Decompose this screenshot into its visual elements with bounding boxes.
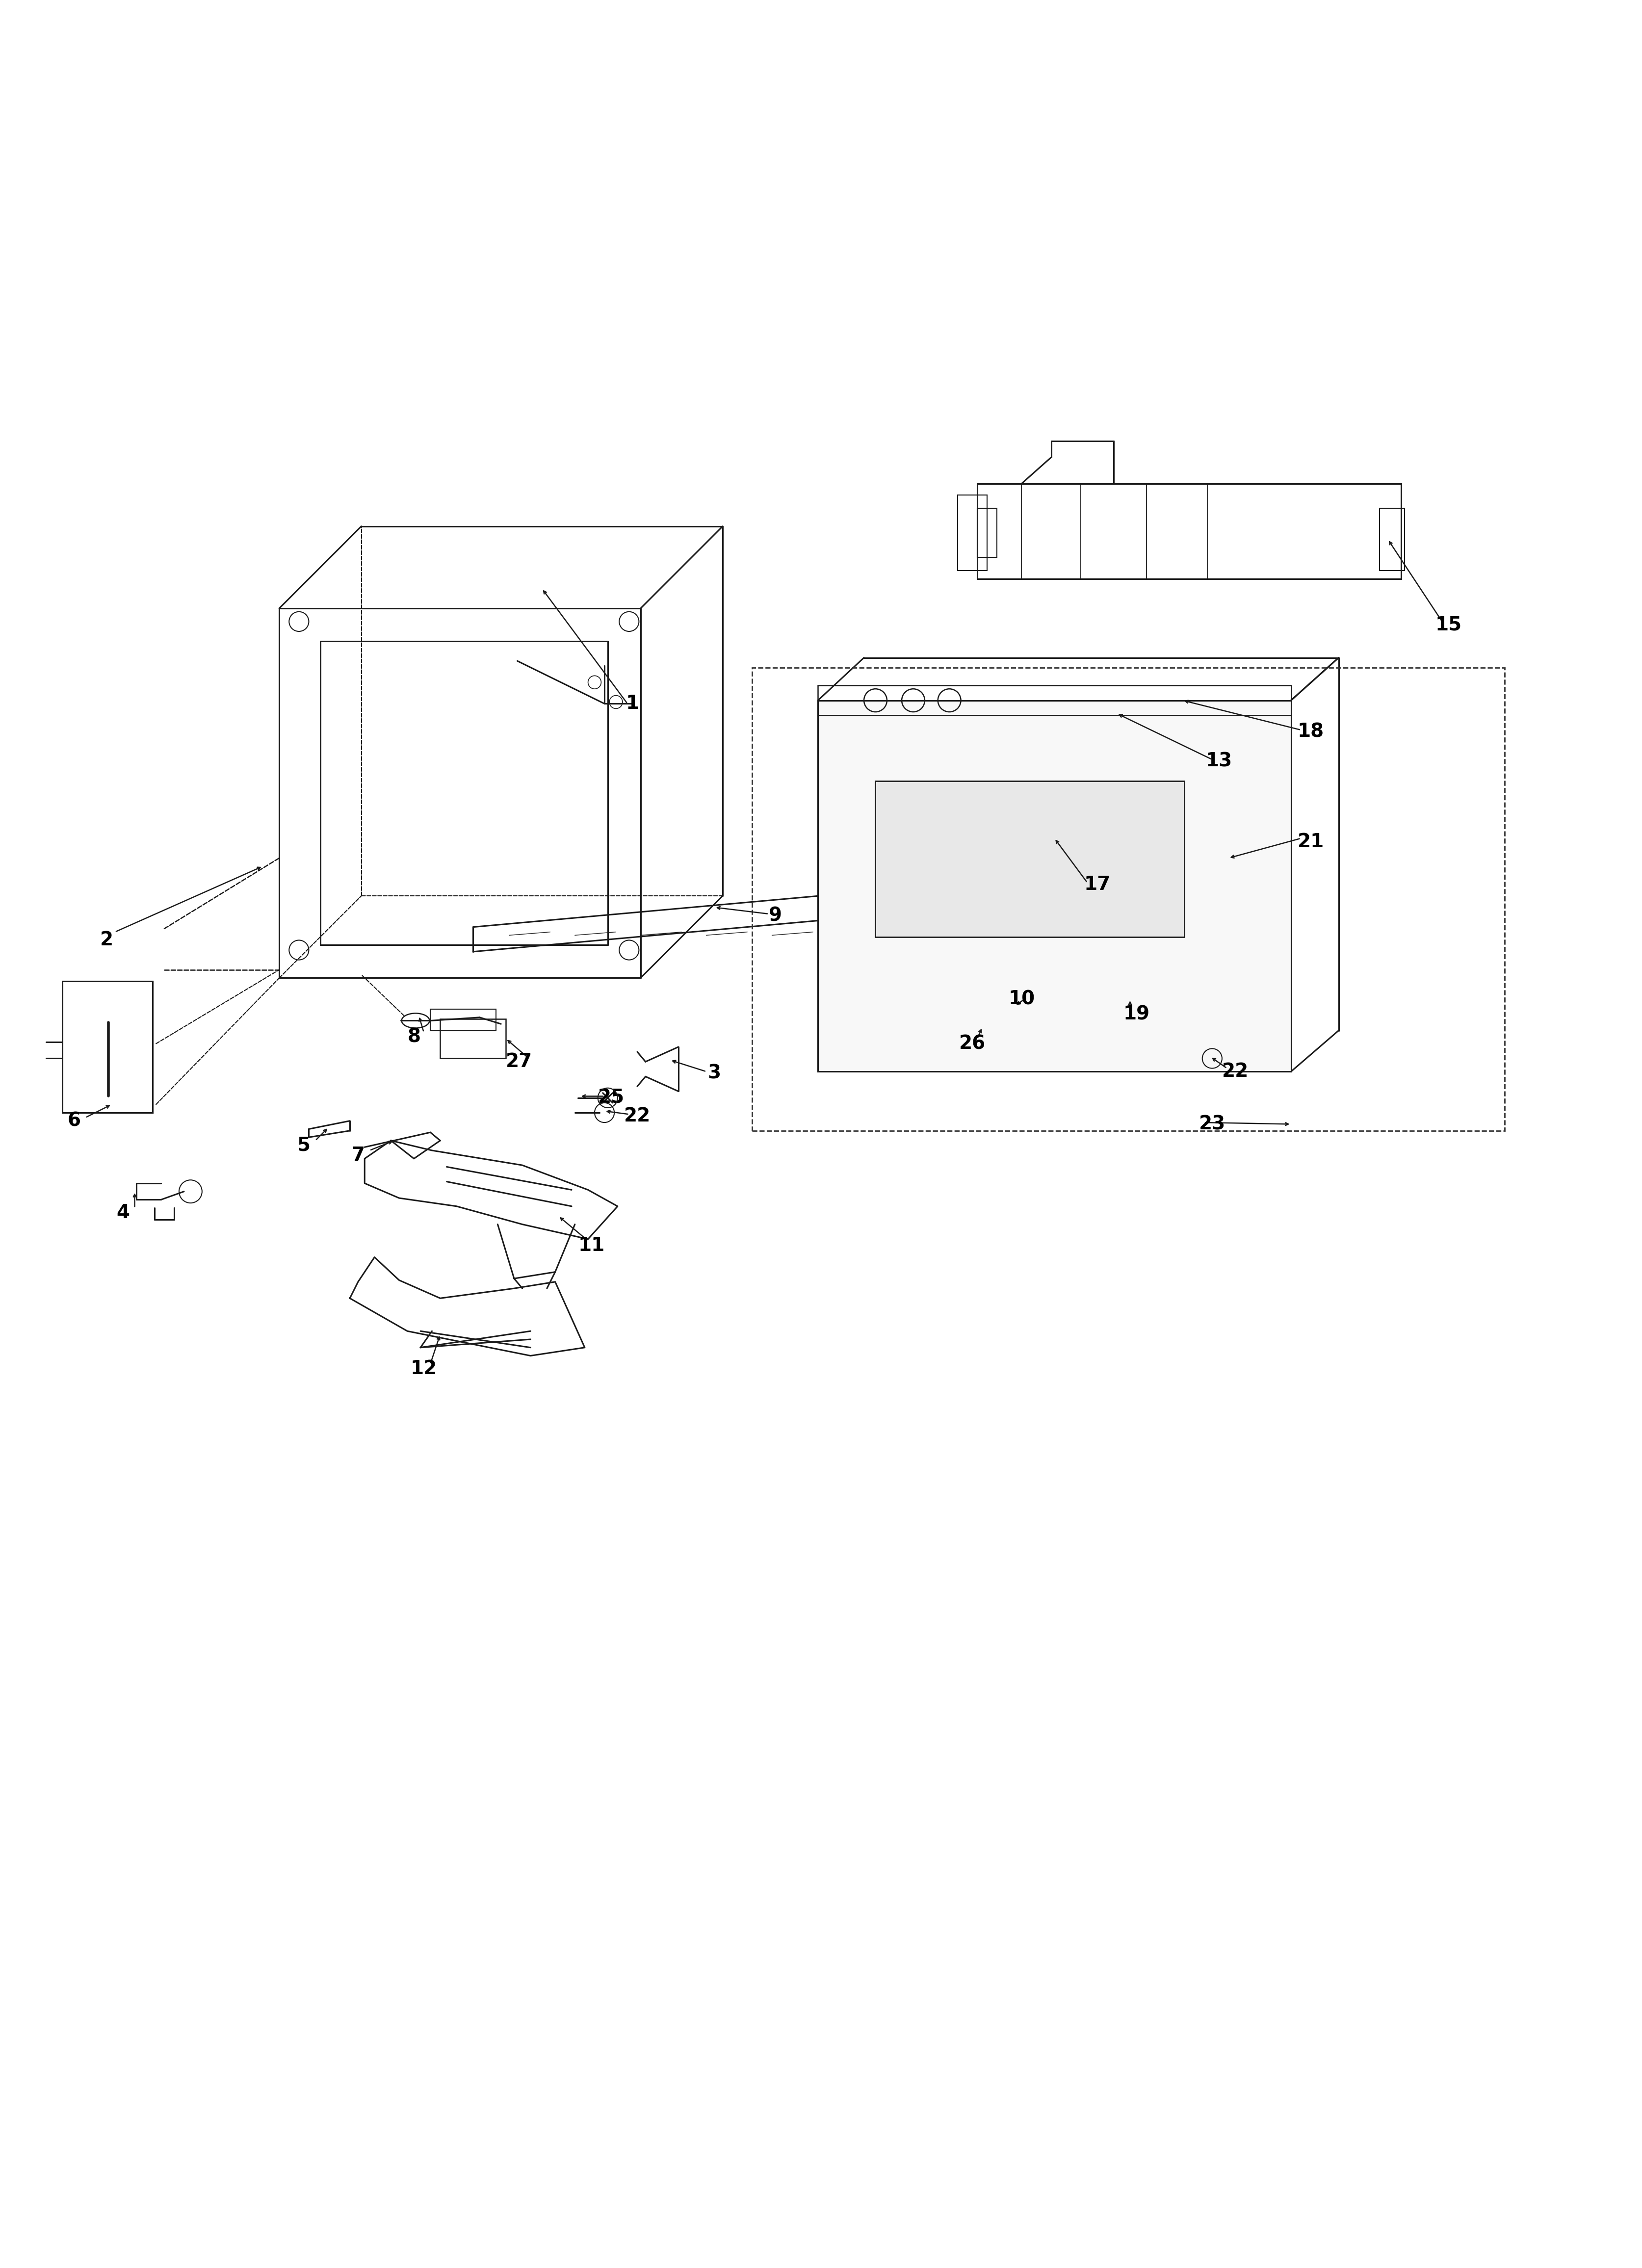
- Text: 25: 25: [598, 1089, 624, 1107]
- Bar: [875, 780, 1184, 937]
- Bar: [818, 701, 1291, 1070]
- Text: 19: 19: [1123, 1005, 1149, 1023]
- Text: 22: 22: [1222, 1061, 1248, 1082]
- Text: 15: 15: [1435, 615, 1461, 635]
- Bar: [818, 685, 1291, 714]
- Bar: [752, 667, 1504, 1132]
- Text: 27: 27: [506, 1052, 532, 1070]
- Text: 7: 7: [351, 1145, 365, 1166]
- Bar: [957, 494, 987, 572]
- Text: 2: 2: [100, 930, 113, 950]
- Text: 3: 3: [708, 1064, 721, 1082]
- Text: 12: 12: [410, 1359, 437, 1379]
- Text: 1: 1: [626, 694, 639, 712]
- Bar: [62, 982, 153, 1114]
- Bar: [977, 508, 997, 558]
- Bar: [977, 483, 1401, 578]
- Text: 11: 11: [578, 1236, 604, 1254]
- Text: 21: 21: [1297, 832, 1323, 850]
- Text: 22: 22: [624, 1107, 650, 1125]
- Bar: [1379, 508, 1404, 572]
- Bar: [440, 1018, 506, 1059]
- Bar: [875, 934, 1190, 1066]
- Text: 4: 4: [117, 1204, 130, 1222]
- Text: 6: 6: [67, 1111, 80, 1129]
- Text: 8: 8: [407, 1027, 420, 1046]
- Text: 9: 9: [768, 907, 782, 925]
- Bar: [430, 1009, 496, 1030]
- Text: 18: 18: [1297, 721, 1323, 742]
- Text: 13: 13: [1205, 751, 1232, 771]
- Text: 26: 26: [959, 1034, 985, 1052]
- Text: 5: 5: [297, 1136, 310, 1154]
- Text: 23: 23: [1199, 1116, 1225, 1134]
- Text: 17: 17: [1084, 875, 1110, 894]
- Text: 10: 10: [1008, 991, 1034, 1009]
